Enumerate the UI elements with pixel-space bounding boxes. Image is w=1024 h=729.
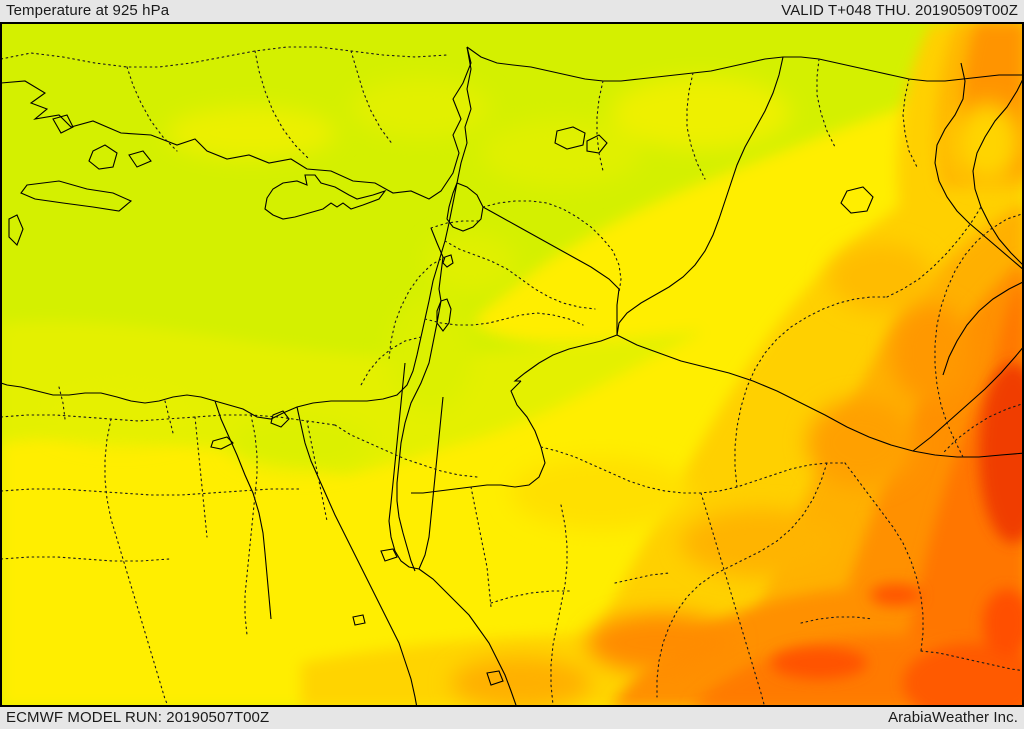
band-moderate-egypt <box>1 437 430 706</box>
lake-syria <box>554 126 586 150</box>
valid-time-label: VALID T+048 THU. 20190509T00Z <box>781 2 1018 19</box>
texture-pockets <box>41 77 1021 706</box>
footer-bar: ECMWF MODEL RUN: 20190507T00Z ArabiaWeat… <box>0 707 1024 729</box>
temperature-bands <box>1 23 1023 706</box>
map-frame-top <box>1 23 1023 24</box>
map-frame-left <box>1 23 2 706</box>
border-iraq-saudi <box>616 334 1023 458</box>
border-lebanon <box>446 182 484 232</box>
lake-assad <box>586 134 608 154</box>
border-syria-iraq <box>616 56 784 336</box>
red-sea-island-1 <box>380 548 398 562</box>
map-frame-right <box>1022 23 1023 706</box>
island-misc-2 <box>128 150 152 168</box>
border-israel-jordan <box>396 227 444 572</box>
temperature-field-svg <box>1 23 1023 706</box>
provider-label: ArabiaWeather Inc. <box>888 709 1018 726</box>
coast-gulf-of-aqaba <box>388 362 420 570</box>
border-iraq-kuwait <box>912 346 1023 452</box>
coastlines-and-borders <box>1 46 1023 706</box>
border-jordan-syria <box>482 206 620 335</box>
coast-turkey-south <box>1 46 472 200</box>
border-syria-iraq-jordan <box>513 334 618 382</box>
hotspot-se-1 <box>903 643 1023 706</box>
coast-persian-gulf <box>942 281 1023 376</box>
temperature-map <box>0 22 1024 707</box>
red-sea-island-2 <box>486 670 504 686</box>
lake-qarun <box>210 436 234 450</box>
lake-manzala <box>270 410 290 428</box>
island-misc-1 <box>52 114 74 134</box>
coast-gulf-iran <box>934 62 1023 271</box>
border-jordan-saudi <box>411 380 546 494</box>
coast-gulf-of-suez <box>296 406 418 706</box>
page-title: Temperature at 925 hPa <box>6 2 170 19</box>
hotspot-se-2 <box>979 363 1023 543</box>
hotspot-se-4 <box>870 584 922 606</box>
header-bar: Temperature at 925 hPa VALID T+048 THU. … <box>0 0 1024 22</box>
map-frame-bottom <box>1 705 1023 706</box>
sea-of-galilee <box>442 254 454 268</box>
island-karpathos <box>8 214 24 246</box>
hotspot-se-5 <box>983 589 1023 657</box>
border-turkey-syria <box>466 46 1023 82</box>
nile-delta <box>214 400 272 620</box>
hotspot-se-3 <box>771 647 867 679</box>
coast-red-sea-east <box>418 568 517 706</box>
border-iran-iraq <box>972 77 1023 266</box>
island-crete <box>20 180 133 212</box>
red-sea-island-3 <box>352 614 366 626</box>
island-cyprus <box>264 174 387 220</box>
model-run-label: ECMWF MODEL RUN: 20190507T00Z <box>6 709 270 726</box>
lake-tharthar <box>840 186 874 214</box>
island-rhodes <box>88 144 118 170</box>
coast-levant <box>1 46 472 420</box>
dead-sea <box>436 298 452 332</box>
admin-borders-dotted <box>1 46 1023 706</box>
coast-aqaba-east <box>418 396 444 570</box>
